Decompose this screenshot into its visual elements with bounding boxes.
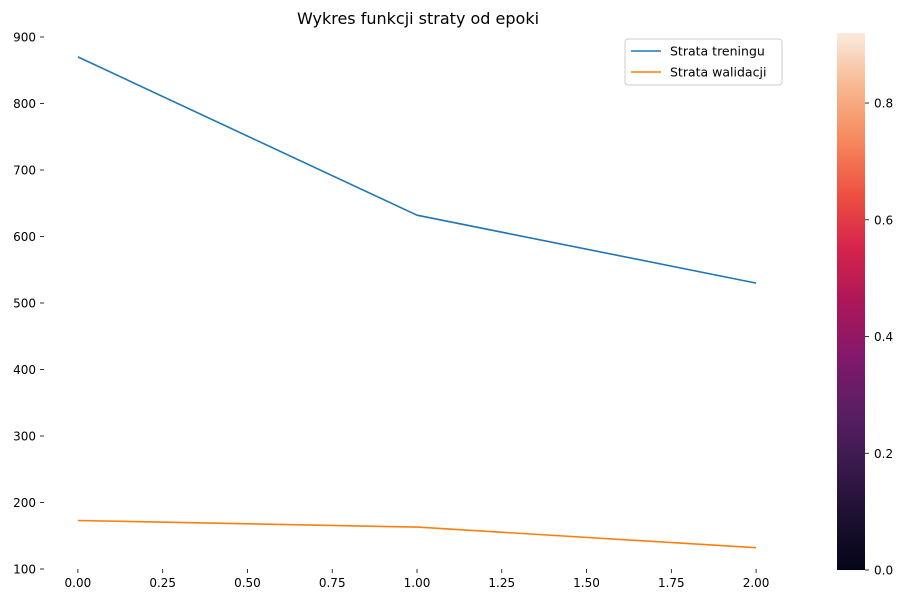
x-tick-label: 1.50	[573, 576, 600, 590]
y-tick-label: 500	[13, 297, 36, 311]
colorbar-tick-label: 0.2	[874, 447, 893, 461]
y-axis: 100 200 300 400 500 600 700 800 900	[13, 31, 44, 577]
colorbar	[837, 33, 865, 570]
y-tick-label: 600	[13, 230, 36, 244]
chart-title: Wykres funkcji straty od epoki	[297, 9, 539, 28]
legend: Strata treningu Strata walidacji	[624, 38, 783, 86]
colorbar-tick-label: 0.4	[874, 330, 893, 344]
series-line-strata-walidacji	[77, 519, 757, 549]
x-tick-label: 2.00	[743, 576, 770, 590]
x-tick-label: 0.00	[65, 576, 92, 590]
x-tick-label: 0.75	[319, 576, 346, 590]
colorbar-gradient	[837, 33, 865, 570]
x-tick-label: 0.25	[149, 576, 176, 590]
x-tick-label: 0.50	[234, 576, 261, 590]
colorbar-tick-label: 0.6	[874, 213, 893, 227]
y-tick-label: 700	[13, 164, 36, 178]
legend-box	[624, 38, 783, 86]
legend-label-strata-treningu: Strata treningu	[670, 44, 765, 59]
y-tick-label: 800	[13, 97, 36, 111]
x-tick-label: 1.25	[488, 576, 515, 590]
series-line-strata-treningu	[77, 56, 757, 284]
y-tick-label: 400	[13, 363, 36, 377]
x-axis: 0.00 0.25 0.50 0.75 1.00 1.25 1.50 1.75 2.00	[65, 569, 770, 590]
colorbar-ticks: 0.0 0.2 0.4 0.6 0.8	[865, 97, 893, 578]
colorbar-tick-label: 0.0	[874, 564, 893, 578]
series-lines	[77, 56, 757, 549]
colorbar-tick-label: 0.8	[874, 97, 893, 111]
y-tick-label: 200	[13, 496, 36, 510]
x-tick-label: 1.75	[658, 576, 685, 590]
x-tick-label: 1.00	[404, 576, 431, 590]
y-tick-label: 100	[13, 563, 36, 577]
y-tick-label: 900	[13, 31, 36, 45]
y-tick-label: 300	[13, 430, 36, 444]
legend-label-strata-walidacji: Strata walidacji	[670, 65, 766, 80]
